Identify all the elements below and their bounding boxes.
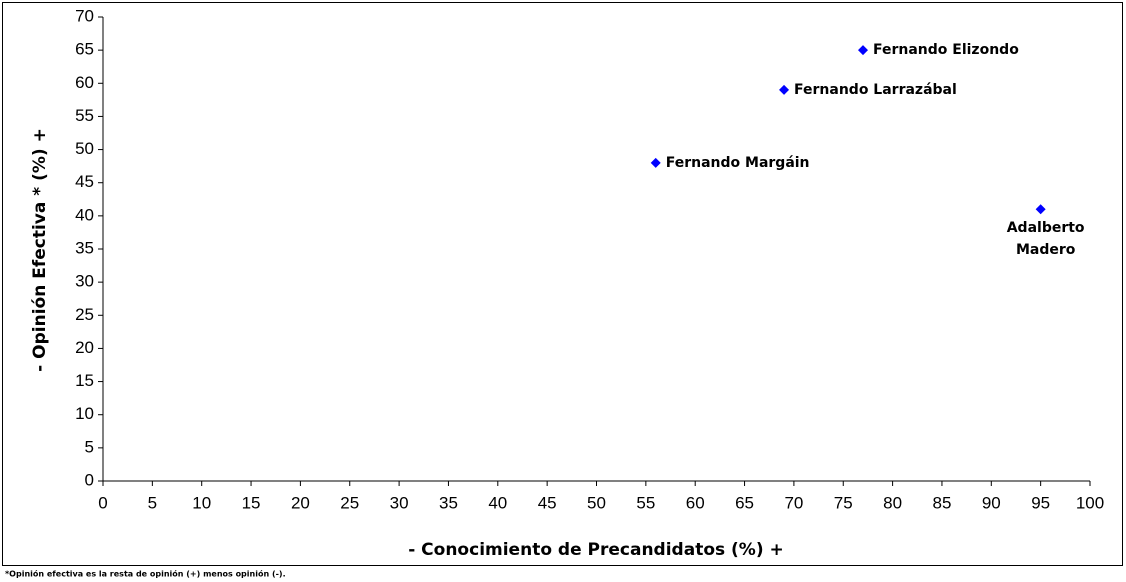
x-tick-label: 65 xyxy=(735,493,754,512)
x-tick-label: 15 xyxy=(242,493,261,512)
x-tick-label: 95 xyxy=(1031,493,1050,512)
point-label: Fernando Margáin xyxy=(666,155,810,171)
x-tick-label: 75 xyxy=(834,493,853,512)
point-label: Fernando Larrazábal xyxy=(794,82,957,98)
y-tick-label: 45 xyxy=(75,172,94,191)
x-tick-label: 60 xyxy=(686,493,705,512)
x-tick-label: 0 xyxy=(98,493,107,512)
y-tick-label: 10 xyxy=(75,404,94,423)
x-axis-title: - Conocimiento de Precandidatos (%) + xyxy=(408,540,784,560)
y-tick-label: 15 xyxy=(75,371,94,390)
y-axis-title: - Opinión Efectiva * (%) + xyxy=(30,128,50,372)
x-tick-label: 50 xyxy=(587,493,606,512)
x-tick-label: 40 xyxy=(488,493,507,512)
point xyxy=(1035,204,1046,215)
x-tick-label: 20 xyxy=(291,493,310,512)
y-tick-label: 0 xyxy=(85,470,94,489)
x-tick-label: 5 xyxy=(148,493,157,512)
x-tick-label: 90 xyxy=(982,493,1001,512)
x-tick-label: 30 xyxy=(390,493,409,512)
x-tick-label: 25 xyxy=(340,493,359,512)
x-tick-label: 35 xyxy=(439,493,458,512)
x-tick-label: 85 xyxy=(932,493,951,512)
x-tick-label: 70 xyxy=(784,493,803,512)
y-tick-label: 20 xyxy=(75,338,94,357)
x-tick-label: 100 xyxy=(1076,493,1104,512)
x-tick-label: 10 xyxy=(192,493,211,512)
point-label: Madero xyxy=(1016,242,1076,258)
point-label: Adalberto xyxy=(1007,220,1085,236)
y-tick-label: 25 xyxy=(75,305,94,324)
y-tick-label: 50 xyxy=(75,139,94,158)
point xyxy=(650,157,661,168)
x-tick-label: 80 xyxy=(883,493,902,512)
point xyxy=(857,45,868,56)
y-tick-label: 40 xyxy=(75,205,94,224)
y-tick-label: 60 xyxy=(75,73,94,92)
x-tick-label: 45 xyxy=(538,493,557,512)
y-tick-label: 70 xyxy=(75,6,94,25)
y-tick-label: 5 xyxy=(85,437,94,456)
point xyxy=(779,84,790,95)
point-label: Fernando Elizondo xyxy=(873,42,1019,58)
footnote: *Opinión efectiva es la resta de opinión… xyxy=(5,569,286,579)
y-tick-label: 65 xyxy=(75,40,94,59)
y-tick-label: 35 xyxy=(75,238,94,257)
y-tick-label: 55 xyxy=(75,106,94,125)
y-tick-label: 30 xyxy=(75,272,94,291)
x-tick-label: 55 xyxy=(636,493,655,512)
frame xyxy=(2,2,1123,566)
